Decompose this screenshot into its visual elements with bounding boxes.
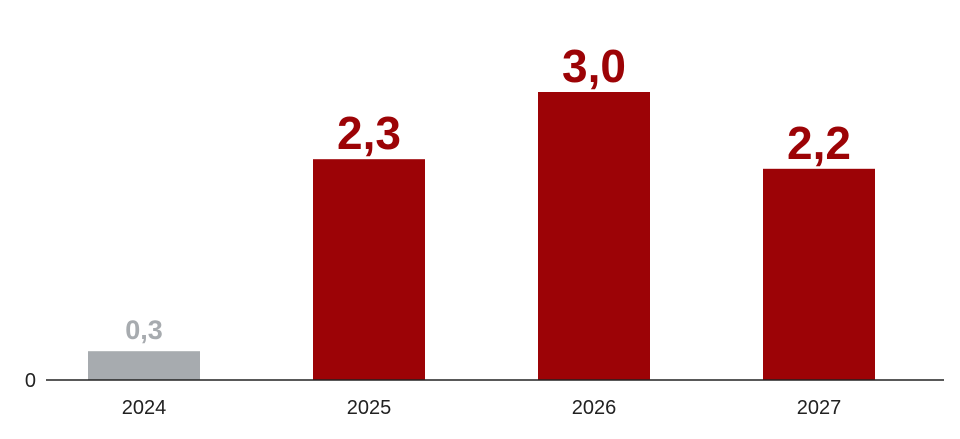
value-labels-layer: 0,3 2,3 3,0 2,2 — [125, 40, 851, 345]
x-tick-label-2026: 2026 — [572, 397, 617, 419]
bar-2027 — [763, 169, 875, 380]
value-label-2025: 2,3 — [337, 107, 401, 159]
x-tick-label-2024: 2024 — [122, 397, 167, 419]
bar-2026 — [538, 92, 650, 380]
y-tick-label-0: 0 — [25, 370, 36, 392]
value-label-2024: 0,3 — [125, 315, 163, 345]
x-tick-label-2025: 2025 — [347, 397, 392, 419]
x-ticks-layer: 2024 2025 2026 2027 — [122, 397, 842, 419]
bar-2024 — [88, 351, 200, 380]
value-label-2027: 2,2 — [787, 117, 851, 169]
bar-2025 — [313, 159, 425, 380]
x-tick-label-2027: 2027 — [797, 397, 842, 419]
value-label-2026: 3,0 — [562, 40, 626, 92]
bars-layer — [88, 92, 875, 380]
